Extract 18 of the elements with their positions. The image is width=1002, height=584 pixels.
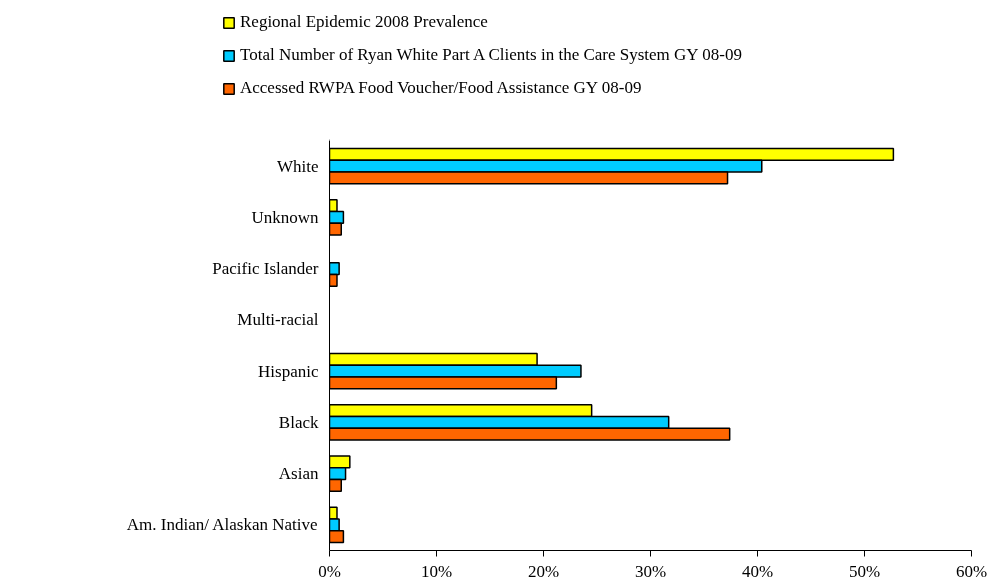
x-tick-label: 0%	[318, 561, 341, 581]
x-tick-label: 30%	[634, 561, 667, 581]
x-tick-label: 50%	[848, 561, 881, 581]
y-tick-label: Hispanic	[258, 361, 319, 381]
x-tick-label: 60%	[955, 561, 988, 581]
x-tick-label: 40%	[741, 561, 774, 581]
legend-label: Accessed RWPA Food Voucher/Food Assistance GY 08-09	[240, 78, 642, 98]
y-tick-label: Am. Indian/ Alaskan Native	[126, 515, 318, 535]
y-tick-label: Multi-racial	[237, 310, 319, 330]
x-tick-label: 10%	[420, 561, 453, 581]
x-tick-label: 20%	[527, 561, 560, 581]
legend-label: Regional Epidemic 2008 Prevalence	[240, 12, 488, 32]
y-tick-label: Unknown	[251, 207, 319, 227]
y-tick-label: White	[276, 156, 319, 176]
legend-label: Total Number of Ryan White Part A Clients in the Care System GY 08-09	[240, 45, 742, 65]
y-tick-label: Asian	[278, 464, 319, 484]
y-tick-label: Pacific Islander	[212, 259, 319, 279]
y-tick-label: Black	[278, 412, 319, 432]
